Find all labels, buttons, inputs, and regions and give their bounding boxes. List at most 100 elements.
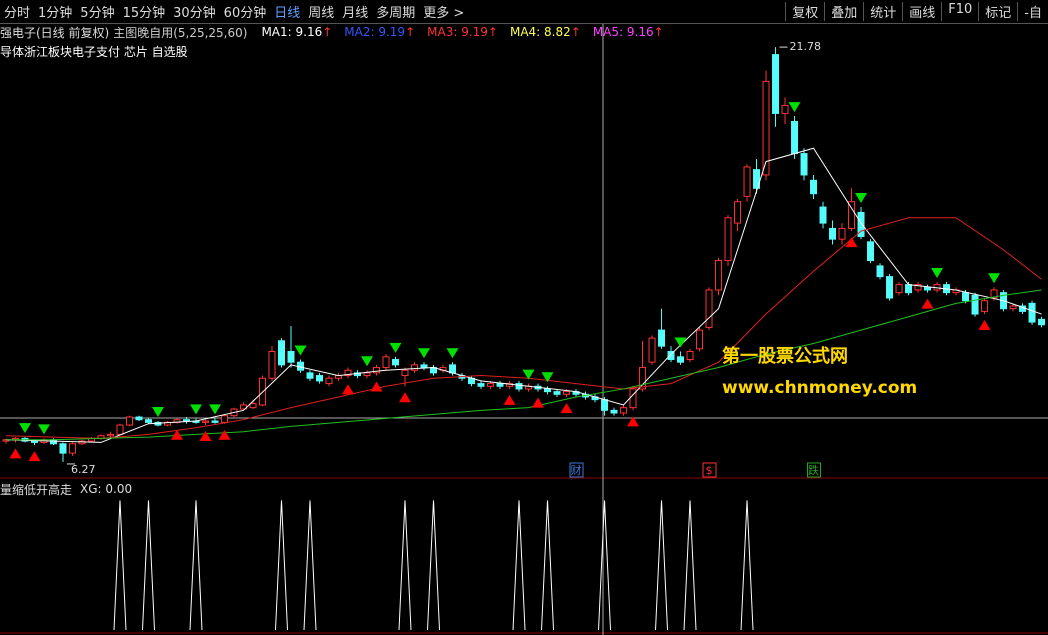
candle-body bbox=[971, 294, 979, 315]
candle-body bbox=[544, 388, 552, 393]
sell-signal bbox=[855, 193, 868, 204]
candle-body bbox=[905, 284, 913, 294]
sell-signal bbox=[389, 342, 402, 353]
toolbar-item[interactable]: 60分钟 bbox=[223, 6, 267, 21]
candle-body bbox=[639, 367, 647, 390]
candle-body bbox=[68, 443, 76, 454]
candle-body bbox=[1038, 318, 1046, 326]
candle-body bbox=[810, 179, 818, 195]
buy-signal bbox=[218, 429, 231, 440]
toolbar-item[interactable]: 1分钟 bbox=[38, 6, 73, 21]
candle-body bbox=[620, 407, 628, 414]
toolbar-item[interactable]: 更多 > bbox=[423, 6, 465, 21]
stock-name: 强电子(日线 前复权) bbox=[0, 25, 110, 40]
candle-body bbox=[1009, 305, 1017, 310]
candle-body bbox=[753, 169, 761, 189]
ma-label: MA1: 9.16 bbox=[261, 25, 323, 39]
toolbar-item[interactable]: 15分钟 bbox=[122, 6, 166, 21]
candle-body bbox=[781, 104, 789, 114]
watermark-url: www.chnmoney.com bbox=[722, 378, 918, 398]
candle-body bbox=[325, 377, 333, 385]
sell-signal bbox=[189, 404, 202, 415]
candle-body bbox=[658, 329, 666, 347]
info-row: 强电子(日线 前复权) 主图晚自用(5,25,25,60) MA1: 9.16↑… bbox=[0, 24, 1048, 40]
toolbar-item[interactable]: 月线 bbox=[342, 6, 369, 21]
toolbar-button[interactable]: 画线 bbox=[902, 2, 941, 21]
candle-body bbox=[268, 350, 276, 379]
toolbar-right: 复权 叠加 统计 画线 F10 标记 -自 bbox=[785, 2, 1048, 21]
buy-signal bbox=[978, 320, 991, 331]
candle-body bbox=[762, 80, 770, 176]
candle-body bbox=[125, 416, 133, 426]
candle-body bbox=[49, 439, 57, 445]
candle-body bbox=[515, 383, 523, 390]
buy-signal bbox=[199, 431, 212, 442]
candle-body bbox=[1028, 302, 1036, 323]
toolbar-button[interactable]: 标记 bbox=[978, 2, 1017, 21]
signal-spike bbox=[598, 500, 612, 631]
candle-body bbox=[563, 391, 571, 395]
sell-signal bbox=[418, 348, 431, 359]
event-box bbox=[807, 462, 822, 478]
ma-label: MA3: 9.19 bbox=[427, 25, 488, 39]
candle-body bbox=[677, 356, 685, 363]
candle-body bbox=[553, 391, 561, 395]
signal-spike bbox=[512, 500, 526, 631]
indicator-name[interactable]: 主图晚自用(5,25,25,60) bbox=[113, 25, 248, 40]
candle-body bbox=[373, 367, 381, 374]
ma-arrow: ↑ bbox=[570, 25, 581, 39]
event-box bbox=[569, 462, 584, 478]
ma-line bbox=[5, 147, 1042, 443]
toolbar-item[interactable]: 多周期 bbox=[376, 6, 416, 21]
candle-body bbox=[382, 356, 390, 369]
candle-body bbox=[277, 340, 285, 366]
candle-body bbox=[411, 364, 419, 371]
candle-body bbox=[144, 419, 152, 423]
buy-signal bbox=[532, 397, 545, 408]
ma-arrow: ↑ bbox=[322, 25, 333, 39]
candle-body bbox=[791, 120, 799, 155]
buy-signal bbox=[170, 429, 183, 440]
sell-signal bbox=[446, 348, 459, 359]
toolbar-button[interactable]: 叠加 bbox=[824, 2, 863, 21]
candle-body bbox=[601, 399, 609, 411]
candle-body bbox=[420, 364, 428, 369]
toolbar-item[interactable]: 周线 bbox=[308, 6, 335, 21]
toolbar-button[interactable]: 统计 bbox=[863, 2, 902, 21]
signal-spike bbox=[541, 500, 555, 631]
toolbar-item[interactable]: 5分钟 bbox=[80, 6, 115, 21]
signal-spike bbox=[275, 500, 288, 631]
toolbar-item[interactable]: 30分钟 bbox=[173, 6, 216, 21]
candle-body bbox=[829, 227, 837, 240]
sector-row: 导体浙江板块电子支付 芯片 自选股 bbox=[0, 44, 188, 59]
signal-spike bbox=[113, 500, 127, 631]
indicator-value: XG: 0.00 bbox=[80, 482, 133, 496]
candle-body bbox=[610, 409, 618, 414]
buy-signal bbox=[560, 402, 573, 413]
sell-signal bbox=[988, 273, 1001, 284]
buy-signal bbox=[399, 392, 412, 403]
candle-body bbox=[734, 201, 742, 224]
ma-label: MA2: 9.19 bbox=[344, 25, 406, 39]
buy-signal bbox=[921, 298, 934, 309]
indicator-title: 量缩低开高走 bbox=[0, 482, 73, 497]
low-label: 6.27 bbox=[71, 463, 96, 476]
signal-spike bbox=[141, 500, 155, 631]
toolbar-item[interactable]: 日线 bbox=[274, 6, 301, 21]
sell-signal bbox=[674, 337, 687, 348]
candle-body bbox=[306, 372, 314, 379]
ma-label: MA4: 8.82 bbox=[509, 25, 571, 39]
candle-body bbox=[724, 217, 732, 262]
toolbar-button[interactable]: 复权 bbox=[785, 2, 824, 21]
toolbar-button[interactable]: -自 bbox=[1017, 2, 1048, 21]
toolbar-item[interactable]: 分时 bbox=[4, 6, 31, 21]
sell-signal bbox=[208, 404, 221, 415]
candle-body bbox=[924, 286, 932, 291]
ma-arrow: ↑ bbox=[487, 25, 498, 39]
ma-line bbox=[5, 217, 1042, 439]
sell-signal bbox=[522, 369, 535, 380]
candle-body bbox=[363, 372, 371, 377]
ma-label: MA5: 9.16 bbox=[592, 25, 654, 39]
toolbar-button[interactable]: F10 bbox=[941, 2, 978, 21]
candle-body bbox=[857, 211, 865, 237]
